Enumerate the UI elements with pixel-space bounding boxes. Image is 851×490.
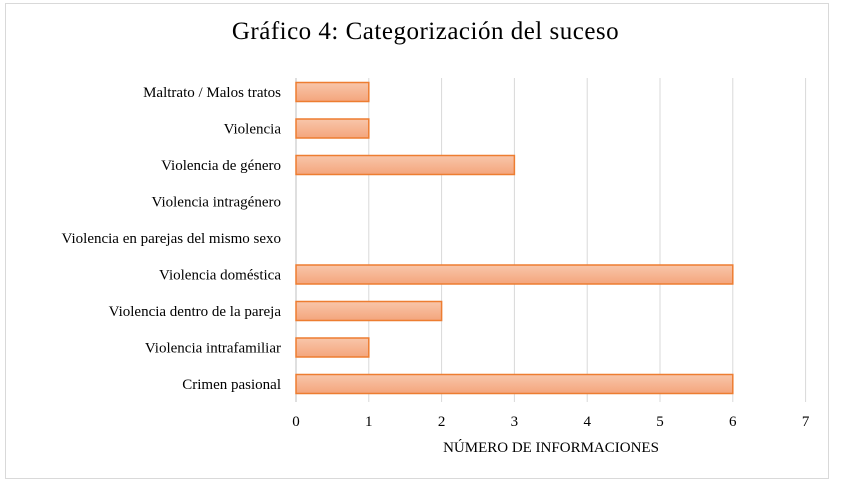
bar — [295, 154, 516, 176]
bar — [295, 81, 370, 103]
x-tick-labels: 0 1 2 3 4 5 6 7 — [292, 414, 810, 430]
x-tick-label: 3 — [511, 414, 519, 430]
bar — [295, 300, 443, 322]
bar — [295, 264, 734, 285]
bar — [295, 337, 370, 358]
x-tick-label: 0 — [292, 414, 300, 430]
bar — [295, 118, 370, 139]
x-tick-label: 5 — [656, 414, 664, 430]
category-label: Violencia en parejas del mismo sexo — [62, 231, 281, 247]
x-tick-label: 6 — [729, 414, 737, 430]
x-tick-label: 4 — [583, 414, 591, 430]
category-label: Violencia dentro de la pareja — [109, 304, 282, 320]
x-tick-label: 2 — [438, 414, 446, 430]
x-tick-label: 7 — [802, 414, 810, 430]
x-tick-label: 1 — [365, 414, 373, 430]
bars — [295, 81, 734, 395]
x-axis-label: NÚMERO DE INFORMACIONES — [443, 439, 659, 456]
category-labels: Maltrato / Malos tratos Violencia Violenci… — [62, 85, 282, 393]
category-label: Violencia de género — [161, 158, 281, 174]
category-label: Crimen pasional — [182, 377, 281, 393]
category-label: Violencia intragénero — [152, 195, 281, 211]
category-label: Violencia — [224, 122, 282, 138]
category-label: Violencia intrafamiliar — [145, 341, 281, 357]
chart-frame — [5, 3, 829, 479]
gridlines — [295, 78, 807, 402]
category-label: Maltrato / Malos tratos — [143, 85, 281, 101]
bar — [295, 373, 734, 395]
chart-title: Gráfico 4: Categorización del suceso — [231, 18, 620, 45]
category-label: Violencia doméstica — [159, 268, 281, 284]
